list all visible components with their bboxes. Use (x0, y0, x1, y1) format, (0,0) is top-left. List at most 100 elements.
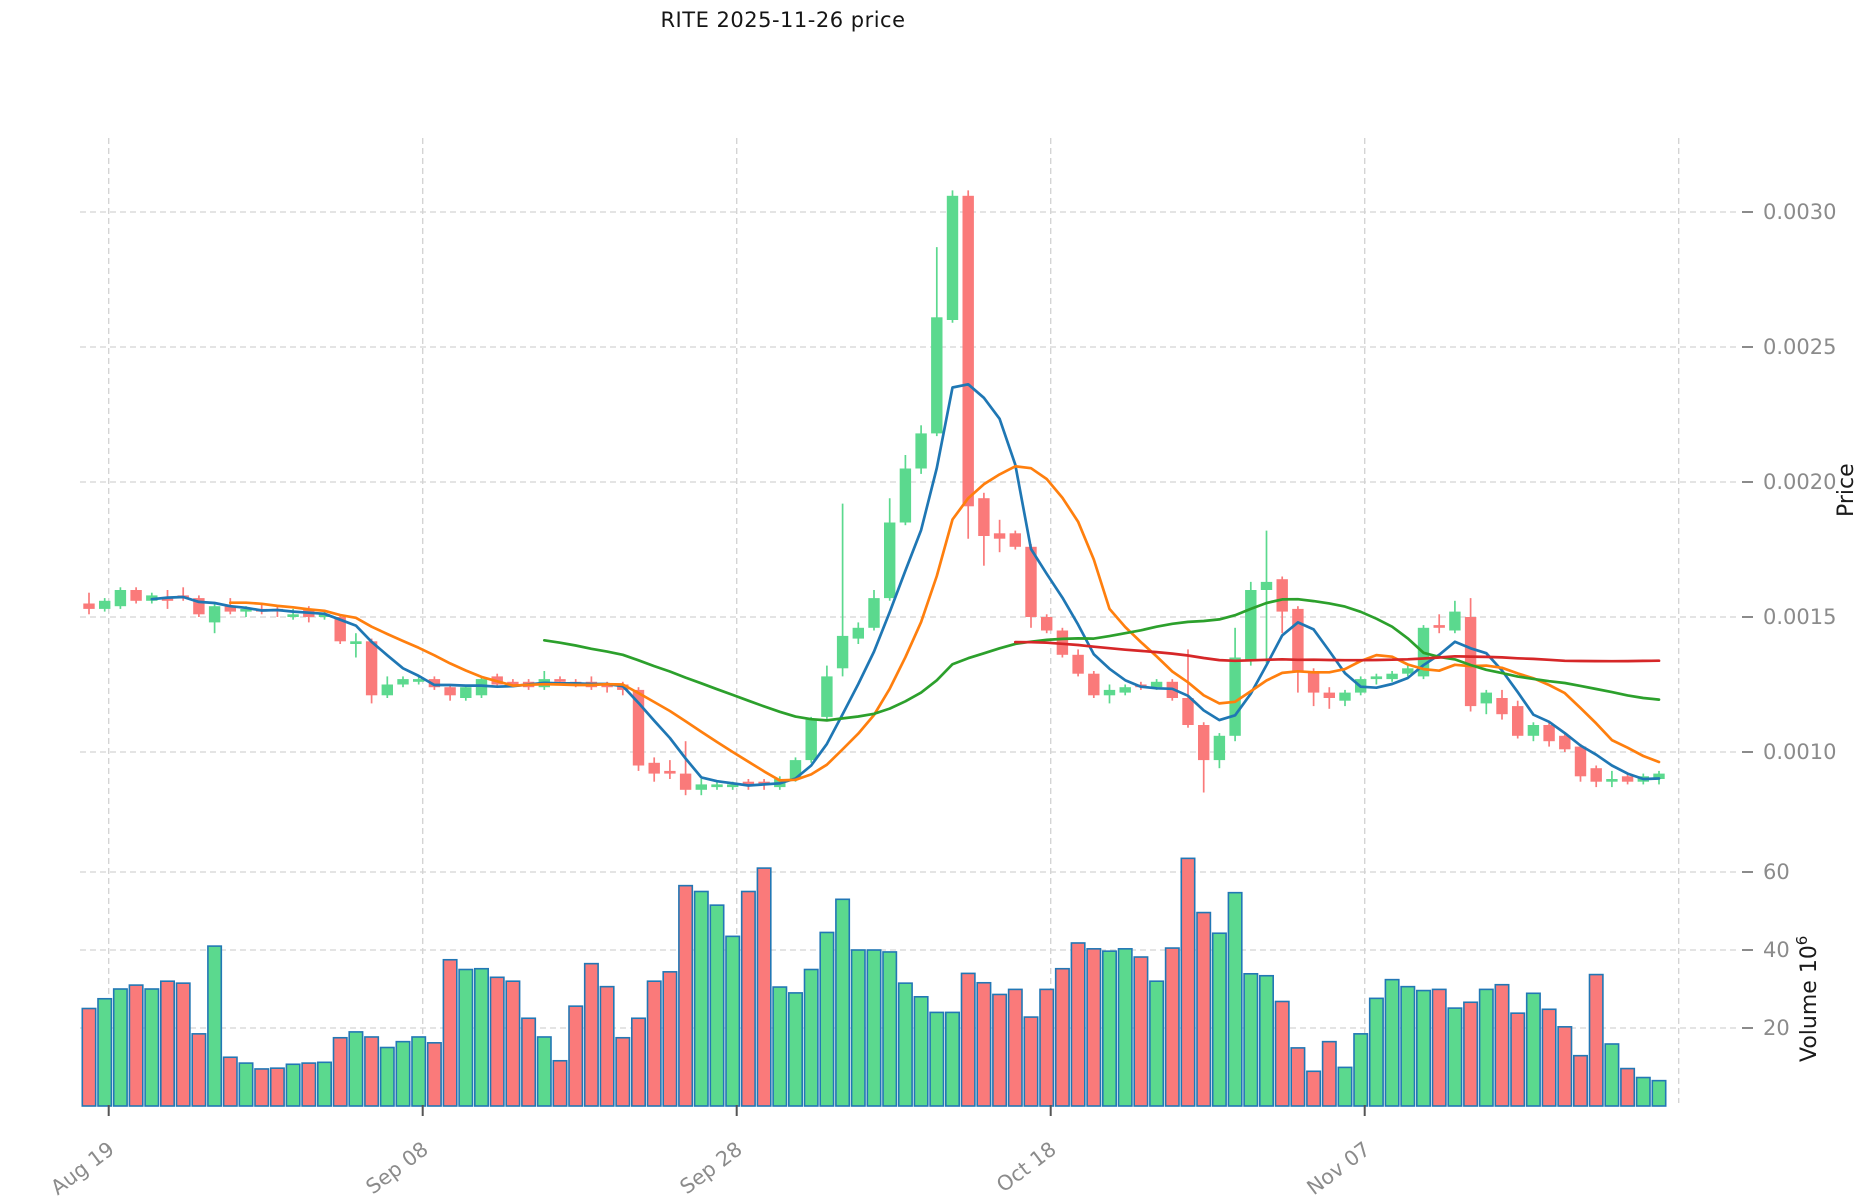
volume-bar (458, 968, 474, 1107)
volume-bar (81, 1007, 97, 1107)
price-axis-title: Price (1834, 463, 1859, 517)
candle-body (648, 762, 660, 774)
candle-body (1402, 668, 1414, 674)
volume-bar (1635, 1076, 1651, 1107)
candle-body (1119, 687, 1131, 693)
candle-body (1103, 689, 1116, 696)
candle-body (601, 684, 613, 688)
volume-bar (1353, 1033, 1369, 1107)
volume-bar (740, 890, 756, 1107)
volume-bar (630, 1017, 646, 1107)
volume-bar (615, 1036, 631, 1107)
volume-bar (1102, 950, 1118, 1107)
x-tick-label: Sep 08 (361, 1137, 432, 1199)
volume-bar (866, 949, 882, 1107)
volume-bar (913, 995, 929, 1107)
candle-body (1449, 611, 1461, 631)
candle-body (350, 641, 362, 644)
volume-bar (960, 972, 976, 1107)
candle-body (318, 614, 331, 617)
candle-body (1621, 776, 1634, 782)
volume-bar (536, 1036, 552, 1107)
candle-body (978, 498, 990, 536)
volume-axis-title: Volume 106 (1793, 936, 1822, 1062)
volume-bar (222, 1056, 238, 1107)
volume-bar (850, 949, 866, 1107)
candle-body (1339, 692, 1351, 701)
candle-body (679, 773, 692, 790)
volume-axis-exponent: 6 (1793, 936, 1811, 946)
candle-body (1480, 692, 1492, 704)
candle-body (1370, 676, 1383, 680)
volume-bar (1588, 973, 1604, 1107)
volume-bar (1368, 997, 1384, 1107)
candle-body (836, 635, 849, 669)
candle-body (1213, 735, 1226, 761)
price-panel (83, 190, 1665, 796)
volume-bar (1117, 948, 1133, 1107)
volume-bar (1259, 974, 1275, 1107)
volume-bar (819, 931, 835, 1107)
candle-body (821, 676, 833, 717)
candle-body (1386, 673, 1398, 680)
volume-bar (379, 1046, 395, 1107)
candle-body (1025, 546, 1037, 617)
ma-lines (150, 382, 1661, 787)
x-axis: Aug 19 Sep 08 Sep 28 Oct 18 Nov 07 (46, 1105, 1375, 1200)
candle-body (99, 600, 111, 609)
candle-body (365, 641, 378, 696)
candle-body (1198, 725, 1210, 761)
candle-body (287, 614, 299, 617)
candle-body (1496, 698, 1508, 715)
volume-bar (1007, 988, 1023, 1107)
volume-bar (1086, 948, 1102, 1107)
volume-bar (426, 1042, 442, 1107)
candle-body (507, 681, 519, 685)
volume-bar (1070, 942, 1086, 1107)
volume-bar (97, 997, 113, 1107)
volume-bar (207, 945, 223, 1107)
ma-line-sma30 (542, 597, 1661, 722)
candle-body (1009, 533, 1021, 547)
volume-bar (1416, 989, 1432, 1107)
volume-bar (662, 971, 678, 1107)
candle-body (1088, 673, 1100, 696)
candle-body (397, 679, 409, 685)
volume-bar (348, 1031, 364, 1107)
volume-bar (1054, 967, 1070, 1107)
candle-body (1590, 768, 1602, 782)
volume-panel (81, 857, 1667, 1107)
volume-bar (112, 988, 128, 1107)
candle-body (915, 433, 927, 469)
volume-bar (725, 935, 741, 1107)
candle-body (1574, 746, 1587, 777)
candle-body (1323, 692, 1335, 698)
volume-bar (144, 988, 160, 1107)
volume-bar (1651, 1079, 1667, 1107)
x-tick-label: Oct 18 (992, 1137, 1061, 1197)
candle-body (1512, 706, 1524, 736)
volume-bar (332, 1036, 348, 1107)
volume-bar (1290, 1047, 1306, 1107)
volume-bar (678, 884, 694, 1107)
volume-bar (411, 1036, 427, 1107)
volume-bar (1274, 1000, 1290, 1107)
volume-bar (364, 1036, 380, 1107)
candle-body (1245, 590, 1257, 661)
price-tick-label: 0.0030 (1763, 200, 1836, 224)
candle-body (1559, 735, 1571, 750)
candle-body (1653, 773, 1665, 779)
volume-bar (128, 984, 144, 1107)
candle-body (1182, 698, 1194, 725)
candle-body (632, 689, 645, 766)
candle-body (413, 679, 425, 682)
volume-bar (599, 985, 615, 1107)
volume-bar (1306, 1070, 1322, 1107)
candle-body (224, 606, 236, 612)
candle-body (83, 603, 95, 609)
x-tick-label: Aug 19 (46, 1137, 118, 1200)
candle-body (993, 533, 1006, 539)
volume-bar (254, 1068, 270, 1107)
